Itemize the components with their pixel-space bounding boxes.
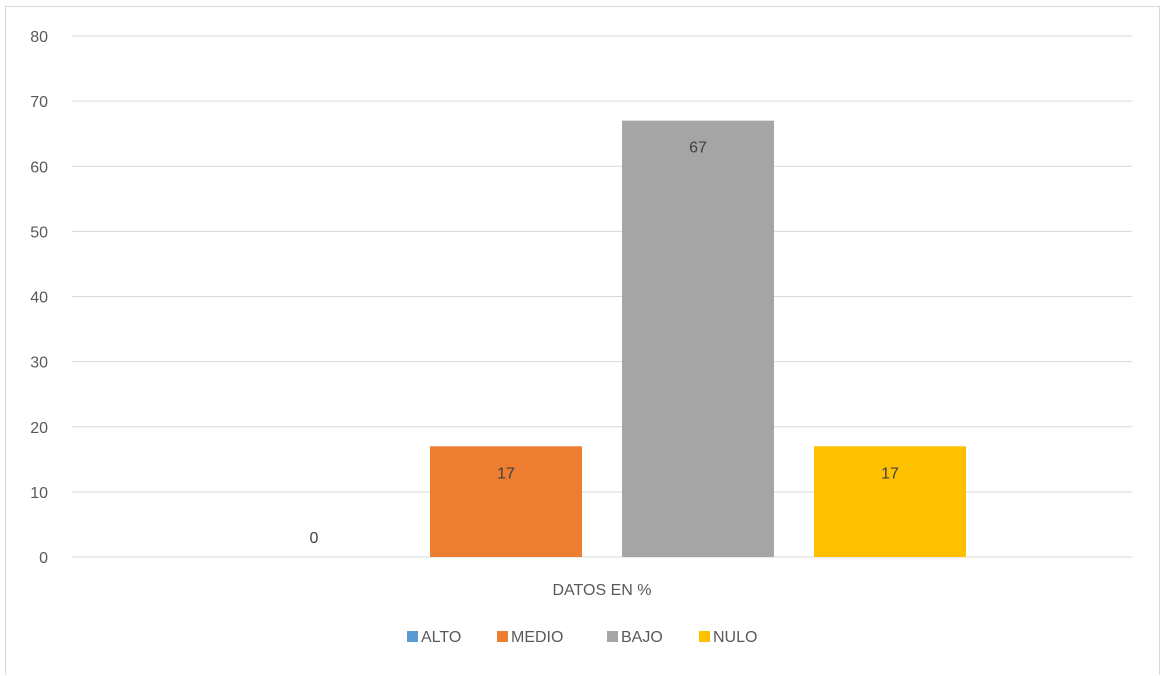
gridlines [72, 35, 1132, 558]
legend-label-nulo: NULO [713, 629, 757, 646]
y-tick-label-20: 20 [30, 420, 48, 437]
legend-label-alto: ALTO [421, 629, 461, 646]
y-tick-label-80: 80 [30, 29, 48, 46]
y-tick-label-50: 50 [30, 224, 48, 241]
y-tick-label-70: 70 [30, 94, 48, 111]
legend-swatch-medio [497, 631, 508, 642]
legend-swatch-alto [407, 631, 418, 642]
data-label-alto: 0 [310, 530, 319, 547]
bar-medio [430, 446, 582, 557]
data-labels: 0 17 67 17 [310, 140, 899, 547]
y-tick-label-0: 0 [39, 550, 48, 567]
legend-item-medio: MEDIO [497, 629, 563, 646]
y-tick-label-30: 30 [30, 355, 48, 372]
chart-area: 0 10 20 30 40 50 60 70 80 0 17 67 17 DATOS EN % ALT… [5, 6, 1160, 675]
y-tick-label-10: 10 [30, 485, 48, 502]
bar-chart: 0 10 20 30 40 50 60 70 80 0 17 67 17 DATOS EN % ALT… [30, 29, 1132, 646]
data-label-medio: 17 [497, 465, 515, 482]
legend-item-nulo: NULO [699, 629, 757, 646]
data-label-nulo: 17 [881, 465, 899, 482]
data-label-bajo: 67 [689, 140, 707, 157]
legend-swatch-nulo [699, 631, 710, 642]
x-category-label: DATOS EN % [553, 582, 652, 599]
legend-item-bajo: BAJO [607, 629, 663, 646]
legend-swatch-bajo [607, 631, 618, 642]
y-axis: 0 10 20 30 40 50 60 70 80 [30, 29, 48, 567]
x-axis: DATOS EN % [553, 582, 652, 599]
legend: ALTO MEDIO BAJO NULO [407, 629, 757, 646]
legend-label-medio: MEDIO [511, 629, 563, 646]
bar-bajo [622, 120, 774, 557]
y-tick-label-40: 40 [30, 290, 48, 307]
y-tick-label-60: 60 [30, 159, 48, 176]
legend-label-bajo: BAJO [621, 629, 663, 646]
bar-nulo [814, 446, 966, 557]
bars [430, 120, 966, 557]
legend-item-alto: ALTO [407, 629, 461, 646]
